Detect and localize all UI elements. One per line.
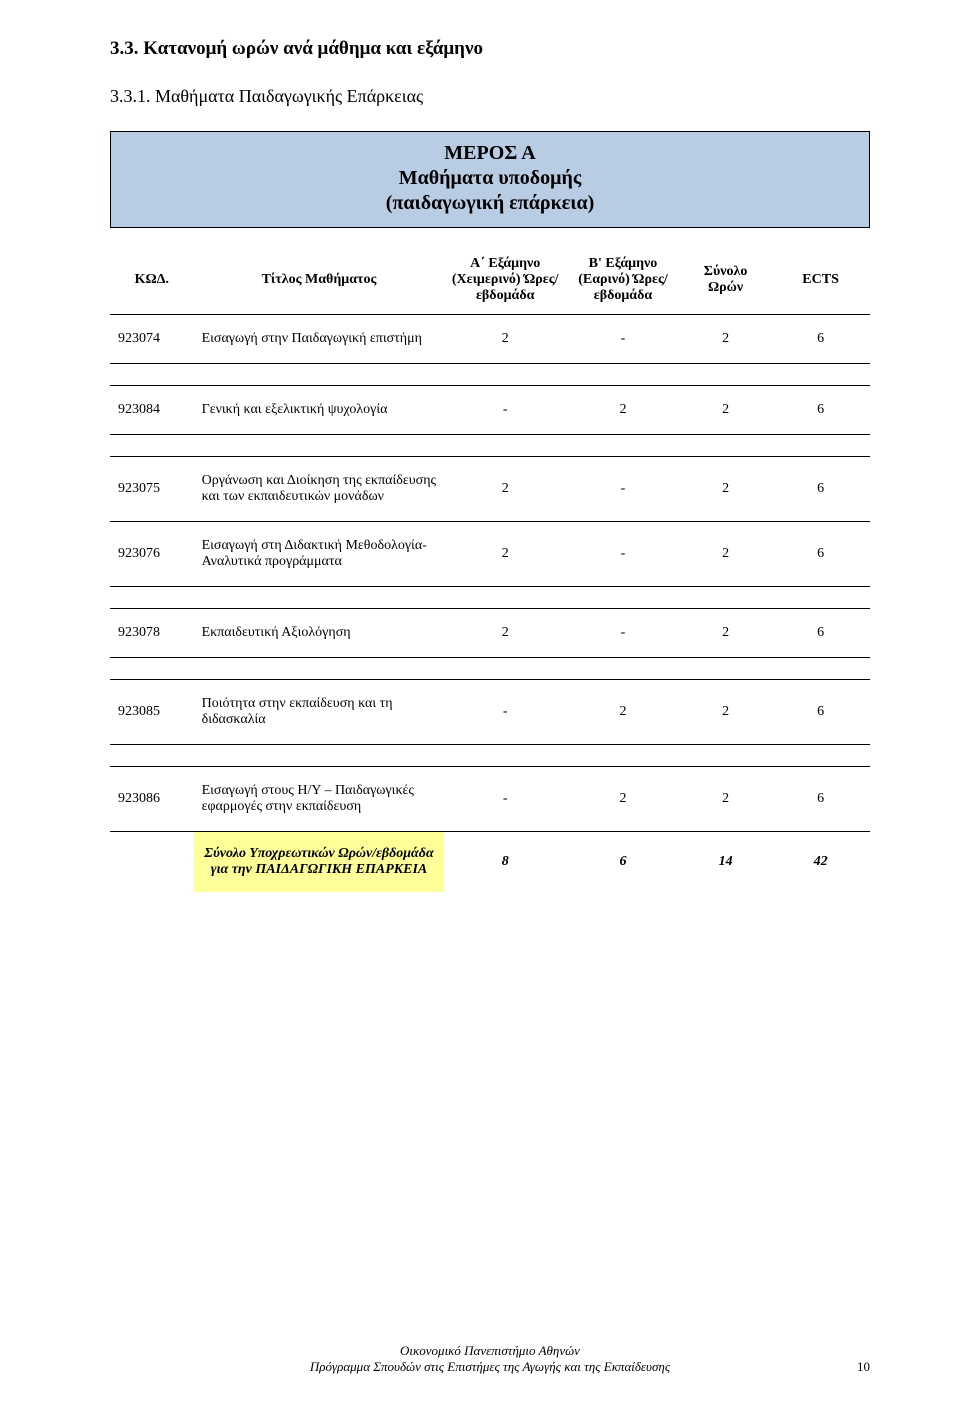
hours-sem-a: 2 [444,457,566,522]
column-header-title: Τίτλος Μαθήματος [194,246,445,315]
course-title: Οργάνωση και Διοίκηση της εκπαίδευσης κα… [194,457,445,522]
hours-sum: 2 [680,767,771,832]
course-title: Εισαγωγή στην Παιδαγωγική επιστήμη [194,315,445,364]
totals-ects: 42 [771,832,870,893]
course-code: 923086 [110,767,194,832]
column-header-sem-a: Α΄ Εξάμηνο (Χειμερινό) Ώρες/ εβδομάδα [444,246,566,315]
ects: 6 [771,315,870,364]
course-code: 923075 [110,457,194,522]
part-title-line1: ΜΕΡΟΣ Α [119,142,861,165]
table-row: 923086 Εισαγωγή στους Η/Υ – Παιδαγωγικές… [110,767,870,832]
table-row: 923076 Εισαγωγή στη Διδακτική Μεθοδολογί… [110,522,870,587]
part-title-line2: Μαθήματα υποδομής [119,167,861,190]
footer-line2: Πρόγραμμα Σπουδών στις Επιστήμες της Αγω… [160,1359,820,1375]
hours-sum: 2 [680,609,771,658]
ects: 6 [771,522,870,587]
table-row: 923085 Ποιότητα στην εκπαίδευση και τη δ… [110,680,870,745]
totals-sem-a: 8 [444,832,566,893]
table-row: 923075 Οργάνωση και Διοίκηση της εκπαίδε… [110,457,870,522]
course-code: 923084 [110,386,194,435]
course-code: 923074 [110,315,194,364]
course-title: Γενική και εξελικτική ψυχολογία [194,386,445,435]
column-header-code: ΚΩΔ. [110,246,194,315]
course-title: Εκπαιδευτική Αξιολόγηση [194,609,445,658]
column-header-sem-b: Β' Εξάμηνο (Εαρινό) Ώρες/ εβδομάδα [566,246,680,315]
table-row: 923084 Γενική και εξελικτική ψυχολογία -… [110,386,870,435]
hours-sum: 2 [680,315,771,364]
hours-sem-b: 2 [566,767,680,832]
hours-sem-a: 2 [444,609,566,658]
hours-sem-a: - [444,386,566,435]
part-title-box: ΜΕΡΟΣ Α Μαθήματα υποδομής (παιδαγωγική ε… [110,131,870,228]
hours-sum: 2 [680,680,771,745]
ects: 6 [771,767,870,832]
table-row: 923074 Εισαγωγή στην Παιδαγωγική επιστήμ… [110,315,870,364]
ects: 6 [771,457,870,522]
course-code: 923078 [110,609,194,658]
hours-sem-b: 2 [566,680,680,745]
section-heading: 3.3. Κατανομή ωρών ανά μάθημα και εξάμην… [110,38,870,60]
hours-sum: 2 [680,457,771,522]
table-totals-row: Σύνολο Υποχρεωτικών Ωρών/εβδομάδα για τη… [110,832,870,893]
hours-sem-b: - [566,522,680,587]
table-row: 923078 Εκπαιδευτική Αξιολόγηση 2 - 2 6 [110,609,870,658]
page-footer: Οικονομικό Πανεπιστήμιο Αθηνών Πρόγραμμα… [110,1343,870,1375]
hours-sum: 2 [680,386,771,435]
hours-sem-a: - [444,767,566,832]
table-header-row: ΚΩΔ. Τίτλος Μαθήματος Α΄ Εξάμηνο (Χειμερ… [110,246,870,315]
totals-sem-b: 6 [566,832,680,893]
course-code: 923076 [110,522,194,587]
subsection-heading: 3.3.1. Μαθήματα Παιδαγωγικής Επάρκειας [110,86,870,107]
ects: 6 [771,386,870,435]
hours-sem-b: 2 [566,386,680,435]
hours-sem-b: - [566,315,680,364]
hours-sem-b: - [566,457,680,522]
footer-line1: Οικονομικό Πανεπιστήμιο Αθηνών [160,1343,820,1359]
hours-sem-a: 2 [444,522,566,587]
ects: 6 [771,680,870,745]
courses-table: ΚΩΔ. Τίτλος Μαθήματος Α΄ Εξάμηνο (Χειμερ… [110,246,870,892]
course-title: Ποιότητα στην εκπαίδευση και τη διδασκαλ… [194,680,445,745]
hours-sem-b: - [566,609,680,658]
totals-sum: 14 [680,832,771,893]
course-title: Εισαγωγή στους Η/Υ – Παιδαγωγικές εφαρμο… [194,767,445,832]
course-code: 923085 [110,680,194,745]
part-title-line3: (παιδαγωγική επάρκεια) [119,192,861,215]
course-title: Εισαγωγή στη Διδακτική Μεθοδολογία-Αναλυ… [194,522,445,587]
totals-label: Σύνολο Υποχρεωτικών Ωρών/εβδομάδα για τη… [194,832,445,893]
column-header-ects: ECTS [771,246,870,315]
ects: 6 [771,609,870,658]
hours-sem-a: 2 [444,315,566,364]
hours-sum: 2 [680,522,771,587]
page-number: 10 [820,1359,870,1375]
column-header-sum: Σύνολο Ωρών [680,246,771,315]
hours-sem-a: - [444,680,566,745]
